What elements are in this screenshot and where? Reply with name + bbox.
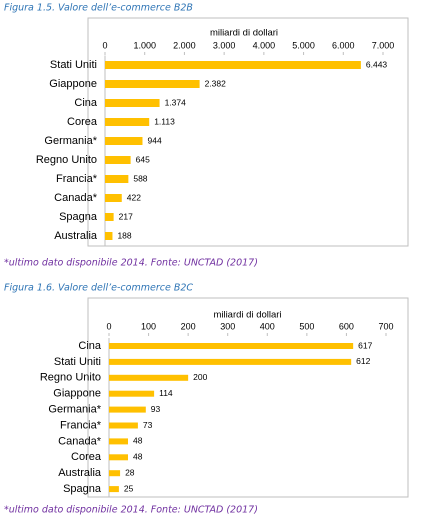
category-label: Francia* — [56, 173, 98, 185]
chart-frame — [87, 17, 409, 247]
x-tick-label: 500 — [299, 321, 314, 331]
value-label: 588 — [133, 173, 147, 183]
category-label: Stati Uniti — [54, 356, 101, 368]
value-label: 188 — [117, 230, 131, 240]
bar — [105, 194, 122, 202]
value-label: 612 — [356, 356, 370, 366]
x-tick-label: 2.000 — [173, 40, 196, 50]
value-label: 6.443 — [366, 59, 388, 69]
bar — [105, 232, 113, 240]
footnote: *ultimo dato disponibile 2014. Fonte: UN… — [4, 505, 258, 516]
category-label: Cina — [78, 340, 102, 352]
bar — [105, 99, 160, 107]
value-label: 114 — [159, 388, 173, 398]
bar — [109, 358, 352, 365]
chart-frame — [87, 297, 409, 498]
bar — [105, 175, 129, 183]
bar — [109, 406, 146, 413]
category-label: Germania* — [44, 135, 97, 147]
footnote: *ultimo dato disponibile 2014. Fonte: UN… — [4, 258, 258, 269]
value-label: 617 — [358, 340, 372, 350]
bar — [105, 213, 114, 221]
bar — [105, 156, 131, 164]
bar — [109, 470, 121, 477]
category-label: Giappone — [53, 388, 101, 400]
x-tick-label: 300 — [220, 321, 235, 331]
category-label: Spagna — [59, 211, 98, 223]
category-label: Australia — [54, 230, 98, 242]
bar — [105, 137, 143, 145]
x-tick-label: 3.000 — [213, 40, 236, 50]
value-label: 2.382 — [205, 78, 227, 88]
value-label: 25 — [124, 483, 134, 493]
value-label: 48 — [133, 436, 143, 446]
category-label: Francia* — [60, 419, 102, 431]
value-label: 1.374 — [165, 97, 187, 107]
x-tick-label: 700 — [378, 321, 393, 331]
x-tick-label: 600 — [339, 321, 354, 331]
category-label: Canada* — [58, 435, 102, 447]
category-label: Regno Unito — [40, 372, 101, 384]
x-tick-label: 200 — [181, 321, 196, 331]
category-label: Corea — [67, 116, 98, 128]
figure-caption: Figura 1.5. Valore dell’e-commerce B2B — [4, 3, 193, 14]
value-label: 93 — [151, 404, 161, 414]
bar — [105, 80, 200, 88]
bar — [105, 118, 150, 126]
x-tick-label: 0 — [102, 40, 107, 50]
figure-caption: Figura 1.6. Valore dell’e-commerce B2C — [4, 283, 193, 294]
value-label: 1.113 — [154, 116, 175, 126]
x-tick-label: 4.000 — [253, 40, 276, 50]
category-label: Canada* — [54, 192, 98, 204]
value-label: 645 — [136, 154, 150, 164]
value-label: 200 — [193, 372, 207, 382]
bar — [109, 438, 128, 445]
category-label: Germania* — [48, 404, 101, 416]
value-label: 944 — [147, 135, 161, 145]
x-tick-label: 0 — [106, 321, 111, 331]
category-label: Stati Uniti — [50, 59, 97, 71]
category-label: Cina — [74, 97, 98, 109]
bar — [109, 343, 354, 349]
category-label: Giappone — [49, 78, 97, 90]
value-label: 28 — [125, 467, 135, 477]
x-tick-label: 400 — [260, 321, 275, 331]
category-label: Regno Unito — [36, 154, 97, 166]
axis-label: miliardi di dollari — [213, 310, 281, 321]
value-label: 422 — [127, 192, 141, 202]
value-label: 48 — [133, 452, 143, 462]
bar — [105, 61, 361, 69]
bar — [109, 374, 189, 381]
bar — [109, 454, 128, 461]
bar — [109, 390, 155, 397]
x-tick-label: 100 — [141, 321, 156, 331]
value-label: 73 — [143, 420, 153, 430]
bar — [109, 422, 138, 429]
bar — [109, 486, 119, 493]
category-label: Corea — [71, 451, 102, 463]
x-tick-label: 6.000 — [332, 40, 355, 50]
category-label: Spagna — [63, 483, 102, 495]
x-tick-label: 7.000 — [372, 40, 395, 50]
value-label: 217 — [119, 211, 133, 221]
axis-label: miliardi di dollari — [210, 28, 278, 39]
x-tick-label: 1.000 — [133, 40, 156, 50]
x-tick-label: 5.000 — [292, 40, 315, 50]
category-label: Australia — [58, 467, 102, 479]
